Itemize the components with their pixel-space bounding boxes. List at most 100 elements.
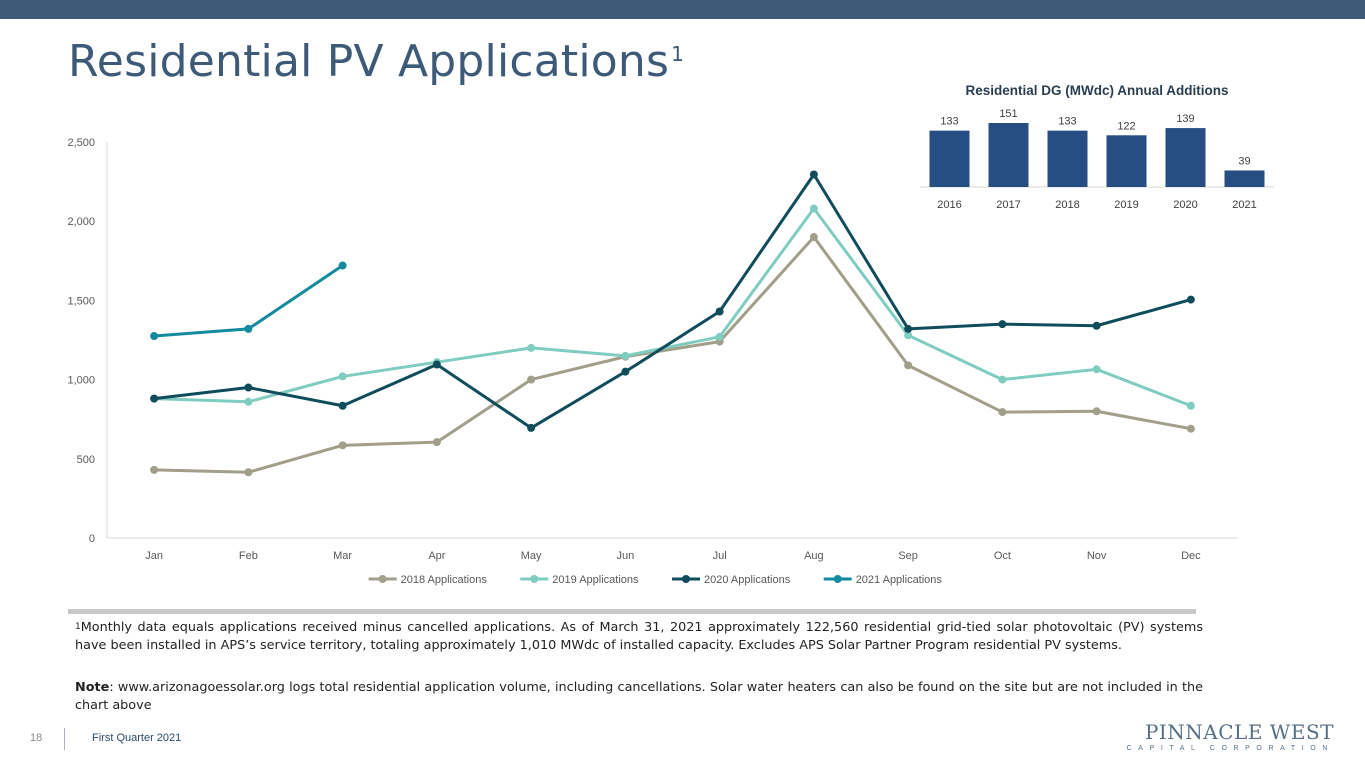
- page-number: 18: [30, 732, 43, 744]
- company-logo: PINNACLE WEST CAPITAL CORPORATION: [1127, 720, 1338, 756]
- inset-chart-title: Residential DG (MWdc) Annual Additions: [966, 83, 1229, 98]
- inset-x-tick-label: 2018: [1055, 199, 1079, 211]
- data-point: [1186, 424, 1195, 433]
- inset-x-tick-label: 2017: [996, 199, 1020, 211]
- data-point: [904, 361, 913, 370]
- x-tick-label: Jul: [713, 550, 727, 562]
- legend-swatch-marker: [378, 575, 387, 583]
- title-footnote-marker: 1: [671, 42, 685, 66]
- bar: [1165, 128, 1206, 187]
- legend-item: 2020 Applications: [672, 574, 791, 586]
- legend: 2018 Applications 2019 Applications 2020 A…: [368, 574, 943, 586]
- y-tick-label: 2,500: [67, 137, 95, 149]
- data-point: [244, 324, 253, 333]
- legend-swatch-marker: [682, 575, 690, 583]
- inset-x-tick-label: 2021: [1232, 199, 1256, 211]
- footnote-marker: 1: [75, 622, 81, 632]
- data-point: [1186, 401, 1195, 410]
- bar-value-label: 122: [1117, 120, 1135, 132]
- data-point: [527, 343, 536, 352]
- data-point: [715, 332, 724, 341]
- legend-item: 2019 Applications: [520, 574, 639, 586]
- bar-value-label: 133: [1058, 116, 1076, 128]
- bar: [988, 123, 1029, 187]
- data-point: [621, 367, 630, 376]
- x-tick-label: Jun: [617, 550, 635, 562]
- data-point: [998, 408, 1007, 417]
- legend-label: 2018 Applications: [401, 574, 488, 586]
- data-point: [150, 394, 159, 403]
- note-label: Note: [75, 680, 110, 695]
- data-point: [150, 465, 159, 474]
- bar: [1106, 135, 1147, 187]
- data-point: [527, 423, 536, 432]
- x-tick-label: Dec: [1181, 550, 1201, 562]
- bar: [1047, 130, 1088, 187]
- footnote: 1Monthly data equals applications receiv…: [75, 619, 1203, 654]
- legend-item: 2021 Applications: [823, 574, 943, 586]
- x-tick-label: Feb: [239, 550, 258, 562]
- data-point: [244, 468, 253, 477]
- inset-x-tick-label: 2019: [1114, 199, 1138, 211]
- inset-x-tick-label: 2020: [1173, 199, 1197, 211]
- y-tick-label: 0: [89, 533, 95, 545]
- footnote-text: Monthly data equals applications receive…: [75, 620, 1203, 653]
- bar: [929, 130, 970, 187]
- y-tick-label: 2,000: [67, 216, 95, 228]
- legend-label: 2021 Applications: [856, 574, 943, 586]
- logo-wordmark: PINNACLE WEST: [1144, 720, 1334, 744]
- y-tick-label: 1,000: [67, 375, 95, 387]
- x-tick-label: Nov: [1087, 550, 1107, 562]
- bar-value-label: 39: [1238, 155, 1250, 167]
- data-point: [432, 438, 441, 447]
- data-point: [621, 351, 630, 360]
- note: Note: www.arizonagoessolar.org logs tota…: [75, 679, 1203, 714]
- bar-value-label: 151: [999, 108, 1017, 120]
- y-tick-label: 500: [77, 454, 95, 466]
- note-text: : www.arizonagoessolar.org logs total re…: [75, 680, 1203, 713]
- legend-item: 2018 Applications: [368, 574, 488, 586]
- legend-swatch-marker: [530, 575, 539, 583]
- data-point: [338, 372, 347, 381]
- bar-value-label: 139: [1176, 113, 1194, 125]
- data-point: [150, 332, 159, 341]
- x-tick-label: Jan: [145, 550, 163, 562]
- x-tick-label: Aug: [804, 550, 824, 562]
- divider: [68, 609, 1196, 614]
- series-2021-applications: [150, 261, 347, 341]
- top-banner: [0, 0, 1365, 19]
- data-point: [1092, 407, 1101, 416]
- data-point: [338, 401, 347, 410]
- x-tick-label: Oct: [994, 550, 1011, 562]
- legend-swatch-marker: [833, 575, 842, 583]
- series-line: [154, 207, 1192, 408]
- y-tick-label: 1,500: [67, 295, 95, 307]
- data-point: [527, 375, 536, 384]
- annual-additions-bar-chart: Residential DG (MWdc) Annual Additions 13…: [920, 83, 1274, 211]
- applications-line-chart: 0 500 1,000 1,500 2,000 2,500 Jan Feb Mar Apr May J…: [67, 137, 1238, 586]
- data-point: [904, 324, 913, 333]
- inset-x-tick-label: 2016: [937, 199, 961, 211]
- legend-label: 2019 Applications: [552, 574, 639, 586]
- series-2020-applications: [150, 170, 1195, 432]
- x-tick-label: Mar: [333, 550, 352, 562]
- x-tick-label: May: [521, 550, 542, 562]
- series-line: [154, 235, 1192, 474]
- data-point: [1092, 321, 1101, 330]
- data-point: [432, 360, 441, 369]
- logo-subline: CAPITAL CORPORATION: [1126, 745, 1334, 752]
- footer-label: First Quarter 2021: [92, 732, 182, 744]
- data-point: [904, 331, 913, 340]
- data-point: [998, 375, 1007, 384]
- page-title: Residential PV Applications 1: [68, 36, 685, 87]
- data-point: [809, 204, 818, 213]
- bar: [1224, 170, 1265, 187]
- data-point: [1092, 365, 1101, 374]
- bar-value-label: 133: [940, 116, 958, 128]
- legend-label: 2020 Applications: [704, 574, 791, 586]
- data-point: [244, 397, 253, 406]
- data-point: [809, 170, 818, 179]
- x-tick-label: Sep: [898, 550, 918, 562]
- data-point: [998, 320, 1007, 329]
- data-point: [338, 441, 347, 450]
